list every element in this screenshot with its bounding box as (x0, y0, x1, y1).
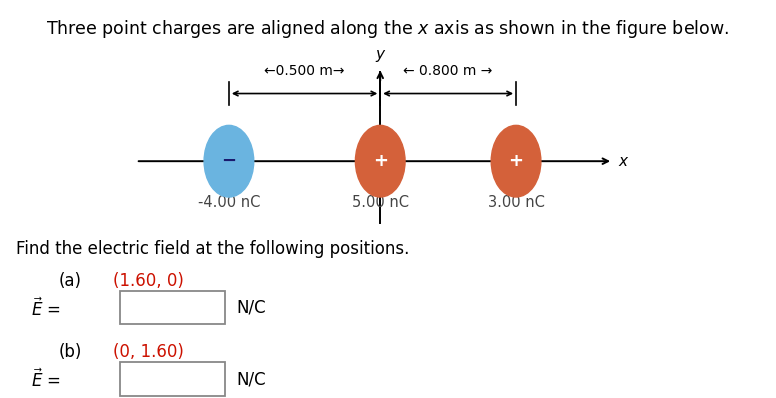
Text: y: y (376, 47, 385, 62)
Text: (0, 1.60): (0, 1.60) (113, 343, 183, 361)
Ellipse shape (204, 125, 254, 197)
Text: -4.00 nC: -4.00 nC (198, 195, 260, 210)
Text: −: − (221, 152, 237, 170)
Text: $\vec{E}$ =: $\vec{E}$ = (31, 297, 61, 320)
Text: N/C: N/C (237, 298, 266, 316)
Text: +: + (372, 152, 388, 170)
Text: Find the electric field at the following positions.: Find the electric field at the following… (16, 240, 409, 258)
FancyBboxPatch shape (120, 362, 225, 396)
Ellipse shape (355, 125, 405, 197)
Text: 5.00 nC: 5.00 nC (352, 195, 409, 210)
Text: +: + (508, 152, 524, 170)
Text: (a): (a) (58, 271, 81, 290)
Text: (1.60, 0): (1.60, 0) (113, 271, 183, 290)
Text: $\vec{E}$ =: $\vec{E}$ = (31, 369, 61, 391)
Text: (b): (b) (58, 343, 81, 361)
Text: ← 0.800 m →: ← 0.800 m → (404, 64, 493, 78)
Text: Three point charges are aligned along the $x$ axis as shown in the figure below.: Three point charges are aligned along th… (47, 18, 729, 40)
Text: x: x (618, 154, 628, 169)
Text: ←0.500 m→: ←0.500 m→ (265, 64, 345, 78)
FancyBboxPatch shape (120, 291, 225, 324)
Text: N/C: N/C (237, 370, 266, 388)
Text: 3.00 nC: 3.00 nC (487, 195, 545, 210)
Ellipse shape (491, 125, 541, 197)
